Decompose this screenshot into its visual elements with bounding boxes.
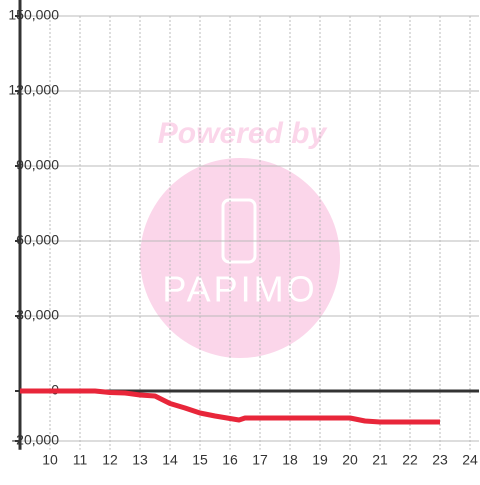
- x-tick-label: 21: [372, 452, 388, 468]
- x-tick-label: 13: [132, 452, 148, 468]
- y-tick-label: 30,000: [16, 307, 59, 323]
- x-tick-label: 11: [73, 452, 88, 468]
- y-tick-label: 120,000: [8, 82, 59, 98]
- x-tick-label: 17: [252, 452, 268, 468]
- y-tick-label: 150,000: [8, 7, 59, 23]
- y-tick-label: 60,000: [16, 232, 59, 248]
- x-tick-label: 15: [192, 452, 208, 468]
- x-tick-label: 20: [342, 452, 358, 468]
- x-tick-label: 22: [402, 452, 418, 468]
- x-tick-label: 19: [312, 452, 328, 468]
- watermark-text: Powered by: [158, 117, 328, 150]
- x-tick-label: 14: [162, 452, 178, 468]
- watermark-logo: PAPIMO: [162, 269, 317, 310]
- y-tick-label: 90,000: [16, 157, 59, 173]
- watermark-phone: [221, 198, 257, 264]
- data-line: [20, 388, 440, 425]
- x-tick-label: 10: [42, 452, 58, 468]
- x-tick-label: 24: [462, 452, 478, 468]
- x-tick-label: 16: [222, 452, 238, 468]
- x-tick-label: 18: [282, 452, 298, 468]
- x-tick-label: 12: [102, 452, 118, 468]
- y-tick-label: -20,000: [12, 432, 60, 448]
- x-tick-label: 23: [432, 452, 448, 468]
